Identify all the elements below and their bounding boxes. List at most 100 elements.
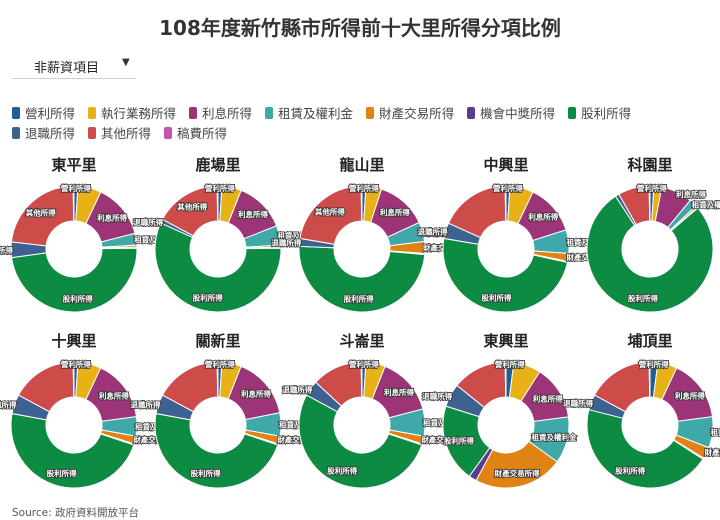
legend-item-practice[interactable]: 執行業務所得 bbox=[88, 104, 176, 124]
income-type-dropdown[interactable]: 非薪資項目 ▼ bbox=[12, 52, 136, 79]
donut-chart: 龍山里營利所得利息所得租賃及權利金財產交易所得股利所得退職所得其他所得 bbox=[271, 156, 469, 313]
slice-label: 利息所得 bbox=[96, 212, 127, 222]
donut-chart: 中興里營利所得利息所得租賃及權利金財產交易所得股利所得退職所得 bbox=[417, 156, 613, 313]
legend-item-lottery[interactable]: 機會中獎所得 bbox=[467, 104, 555, 124]
legend-swatch bbox=[366, 107, 375, 119]
slice-label: 利息所得 bbox=[98, 391, 129, 401]
donut-chart: 十興里營利所得利息所得租賃及權利金財產交易所得股利所得退職所得 bbox=[0, 332, 181, 489]
chart-name: 關新里 bbox=[195, 332, 240, 350]
slice-label: 其他所得 bbox=[315, 206, 345, 216]
slice-manuscript[interactable] bbox=[72, 361, 75, 398]
slice-label: 其他所得 bbox=[26, 207, 56, 217]
slice-dividend[interactable] bbox=[442, 237, 569, 313]
legend-label: 股利所得 bbox=[581, 106, 632, 121]
chart-name: 斗崙里 bbox=[339, 332, 384, 350]
slice-dividend[interactable] bbox=[586, 195, 714, 313]
slice-manuscript[interactable] bbox=[360, 361, 363, 398]
slice-label: 營利所得 bbox=[205, 359, 235, 369]
legend-label: 利息所得 bbox=[202, 106, 253, 121]
slice-label: 營利所得 bbox=[61, 359, 91, 369]
donut-chart: 關新里營利所得利息所得租賃及權利金財產交易所得股利所得退職所得 bbox=[130, 332, 325, 489]
legend-swatch bbox=[12, 107, 20, 119]
slice-dividend[interactable] bbox=[10, 412, 135, 489]
slice-label: 利息所得 bbox=[674, 391, 705, 401]
slice-label: 營利所得 bbox=[495, 359, 525, 369]
slice-dividend[interactable] bbox=[298, 394, 423, 489]
slice-label: 租賃及權利金 bbox=[711, 427, 720, 437]
slice-label: 退職所得 bbox=[0, 245, 14, 255]
legend-label: 營利所得 bbox=[25, 106, 76, 121]
slice-label: 股利所得 bbox=[444, 436, 474, 446]
slice-label: 營利所得 bbox=[61, 183, 91, 193]
slice-dividend[interactable] bbox=[298, 245, 426, 313]
slice-label: 退職所得 bbox=[282, 385, 312, 395]
slice-label: 股利所得 bbox=[47, 468, 77, 478]
slice-label: 退職所得 bbox=[422, 391, 452, 401]
slice-label: 營利所得 bbox=[637, 183, 667, 193]
chart-title: 108年度新竹縣市所得前十大里所得分項比例 bbox=[159, 16, 561, 40]
slice-label: 股利所得 bbox=[63, 293, 93, 303]
legend-swatch bbox=[568, 107, 577, 119]
dropdown-selected-label: 非薪資項目 bbox=[34, 61, 100, 76]
legend-label: 退職所得 bbox=[25, 126, 76, 141]
legend-swatch bbox=[467, 107, 476, 119]
legend-item-other[interactable]: 其他所得 bbox=[88, 124, 151, 144]
slice-label: 租賃及權利金 bbox=[421, 227, 466, 237]
slice-label: 股利所得 bbox=[482, 293, 512, 303]
slice-label: 營利所得 bbox=[349, 359, 379, 369]
slice-label: 營利所得 bbox=[205, 183, 235, 193]
slice-label: 利息所得 bbox=[379, 207, 410, 217]
caret-down-icon: ▼ bbox=[122, 57, 130, 68]
chart-name: 東興里 bbox=[483, 332, 528, 350]
source-note: Source: 政府資料開放平台 bbox=[12, 507, 139, 519]
chart-name: 鹿場里 bbox=[195, 156, 240, 174]
slice-label: 退職所得 bbox=[271, 238, 301, 248]
legend-swatch bbox=[88, 127, 97, 139]
slice-label: 租賃及權利金 bbox=[692, 200, 720, 210]
slice-label: 利息所得 bbox=[383, 387, 414, 397]
legend-item-operating[interactable]: 營利所得 bbox=[12, 104, 75, 124]
legend-swatch bbox=[164, 127, 173, 139]
legend-item-retirement[interactable]: 退職所得 bbox=[12, 124, 75, 144]
slice-label: 財產交易所得 bbox=[704, 447, 720, 457]
slice-dividend[interactable] bbox=[11, 247, 138, 313]
slice-label: 股利所得 bbox=[628, 293, 658, 303]
slice-manuscript[interactable] bbox=[504, 185, 507, 222]
legend-item-rental[interactable]: 租賃及權利金 bbox=[265, 104, 353, 124]
slice-manuscript[interactable] bbox=[216, 185, 219, 222]
legend-label: 執行業務所得 bbox=[101, 106, 177, 121]
slice-label: 股利所得 bbox=[344, 293, 374, 303]
donut-chart: 鹿場里營利所得利息所得租賃及權利金股利所得退職所得其他所得 bbox=[133, 156, 324, 313]
legend-item-manuscript[interactable]: 稿費所得 bbox=[164, 124, 227, 144]
legend-item-dividend[interactable]: 股利所得 bbox=[568, 104, 631, 124]
legend-label: 租賃及權利金 bbox=[278, 106, 354, 121]
slice-other[interactable] bbox=[299, 185, 363, 245]
slice-manuscript[interactable] bbox=[360, 185, 363, 222]
legend-swatch bbox=[12, 127, 20, 139]
slice-dividend[interactable] bbox=[154, 222, 282, 313]
slice-manuscript[interactable] bbox=[504, 361, 507, 398]
legend-swatch bbox=[88, 107, 97, 119]
legend: 營利所得 執行業務所得 利息所得 租賃及權利金 財產交易所得 機會中獎所得 股利所得退職所得… bbox=[12, 104, 702, 144]
slice-manuscript[interactable] bbox=[648, 185, 651, 222]
legend-swatch bbox=[189, 107, 198, 119]
legend-label: 其他所得 bbox=[101, 126, 152, 141]
slice-label: 退職所得 bbox=[130, 400, 160, 410]
slice-label: 利息所得 bbox=[532, 393, 563, 403]
slice-manuscript[interactable] bbox=[72, 185, 75, 222]
slice-label: 利息所得 bbox=[240, 388, 271, 398]
legend-item-property[interactable]: 財產交易所得 bbox=[366, 104, 454, 124]
legend-item-interest[interactable]: 利息所得 bbox=[189, 104, 252, 124]
chart-name: 中興里 bbox=[483, 156, 528, 174]
slice-label: 退職所得 bbox=[133, 217, 163, 227]
slice-dividend[interactable] bbox=[154, 412, 279, 489]
slice-manuscript[interactable] bbox=[216, 361, 219, 398]
slice-dividend[interactable] bbox=[586, 409, 704, 489]
slice-label: 利息所得 bbox=[675, 189, 706, 199]
legend-swatch bbox=[265, 107, 274, 119]
slice-label: 營利所得 bbox=[349, 183, 379, 193]
slice-manuscript[interactable] bbox=[648, 361, 651, 398]
chart-name: 十興里 bbox=[51, 332, 96, 350]
chart-name: 科園里 bbox=[627, 156, 672, 174]
